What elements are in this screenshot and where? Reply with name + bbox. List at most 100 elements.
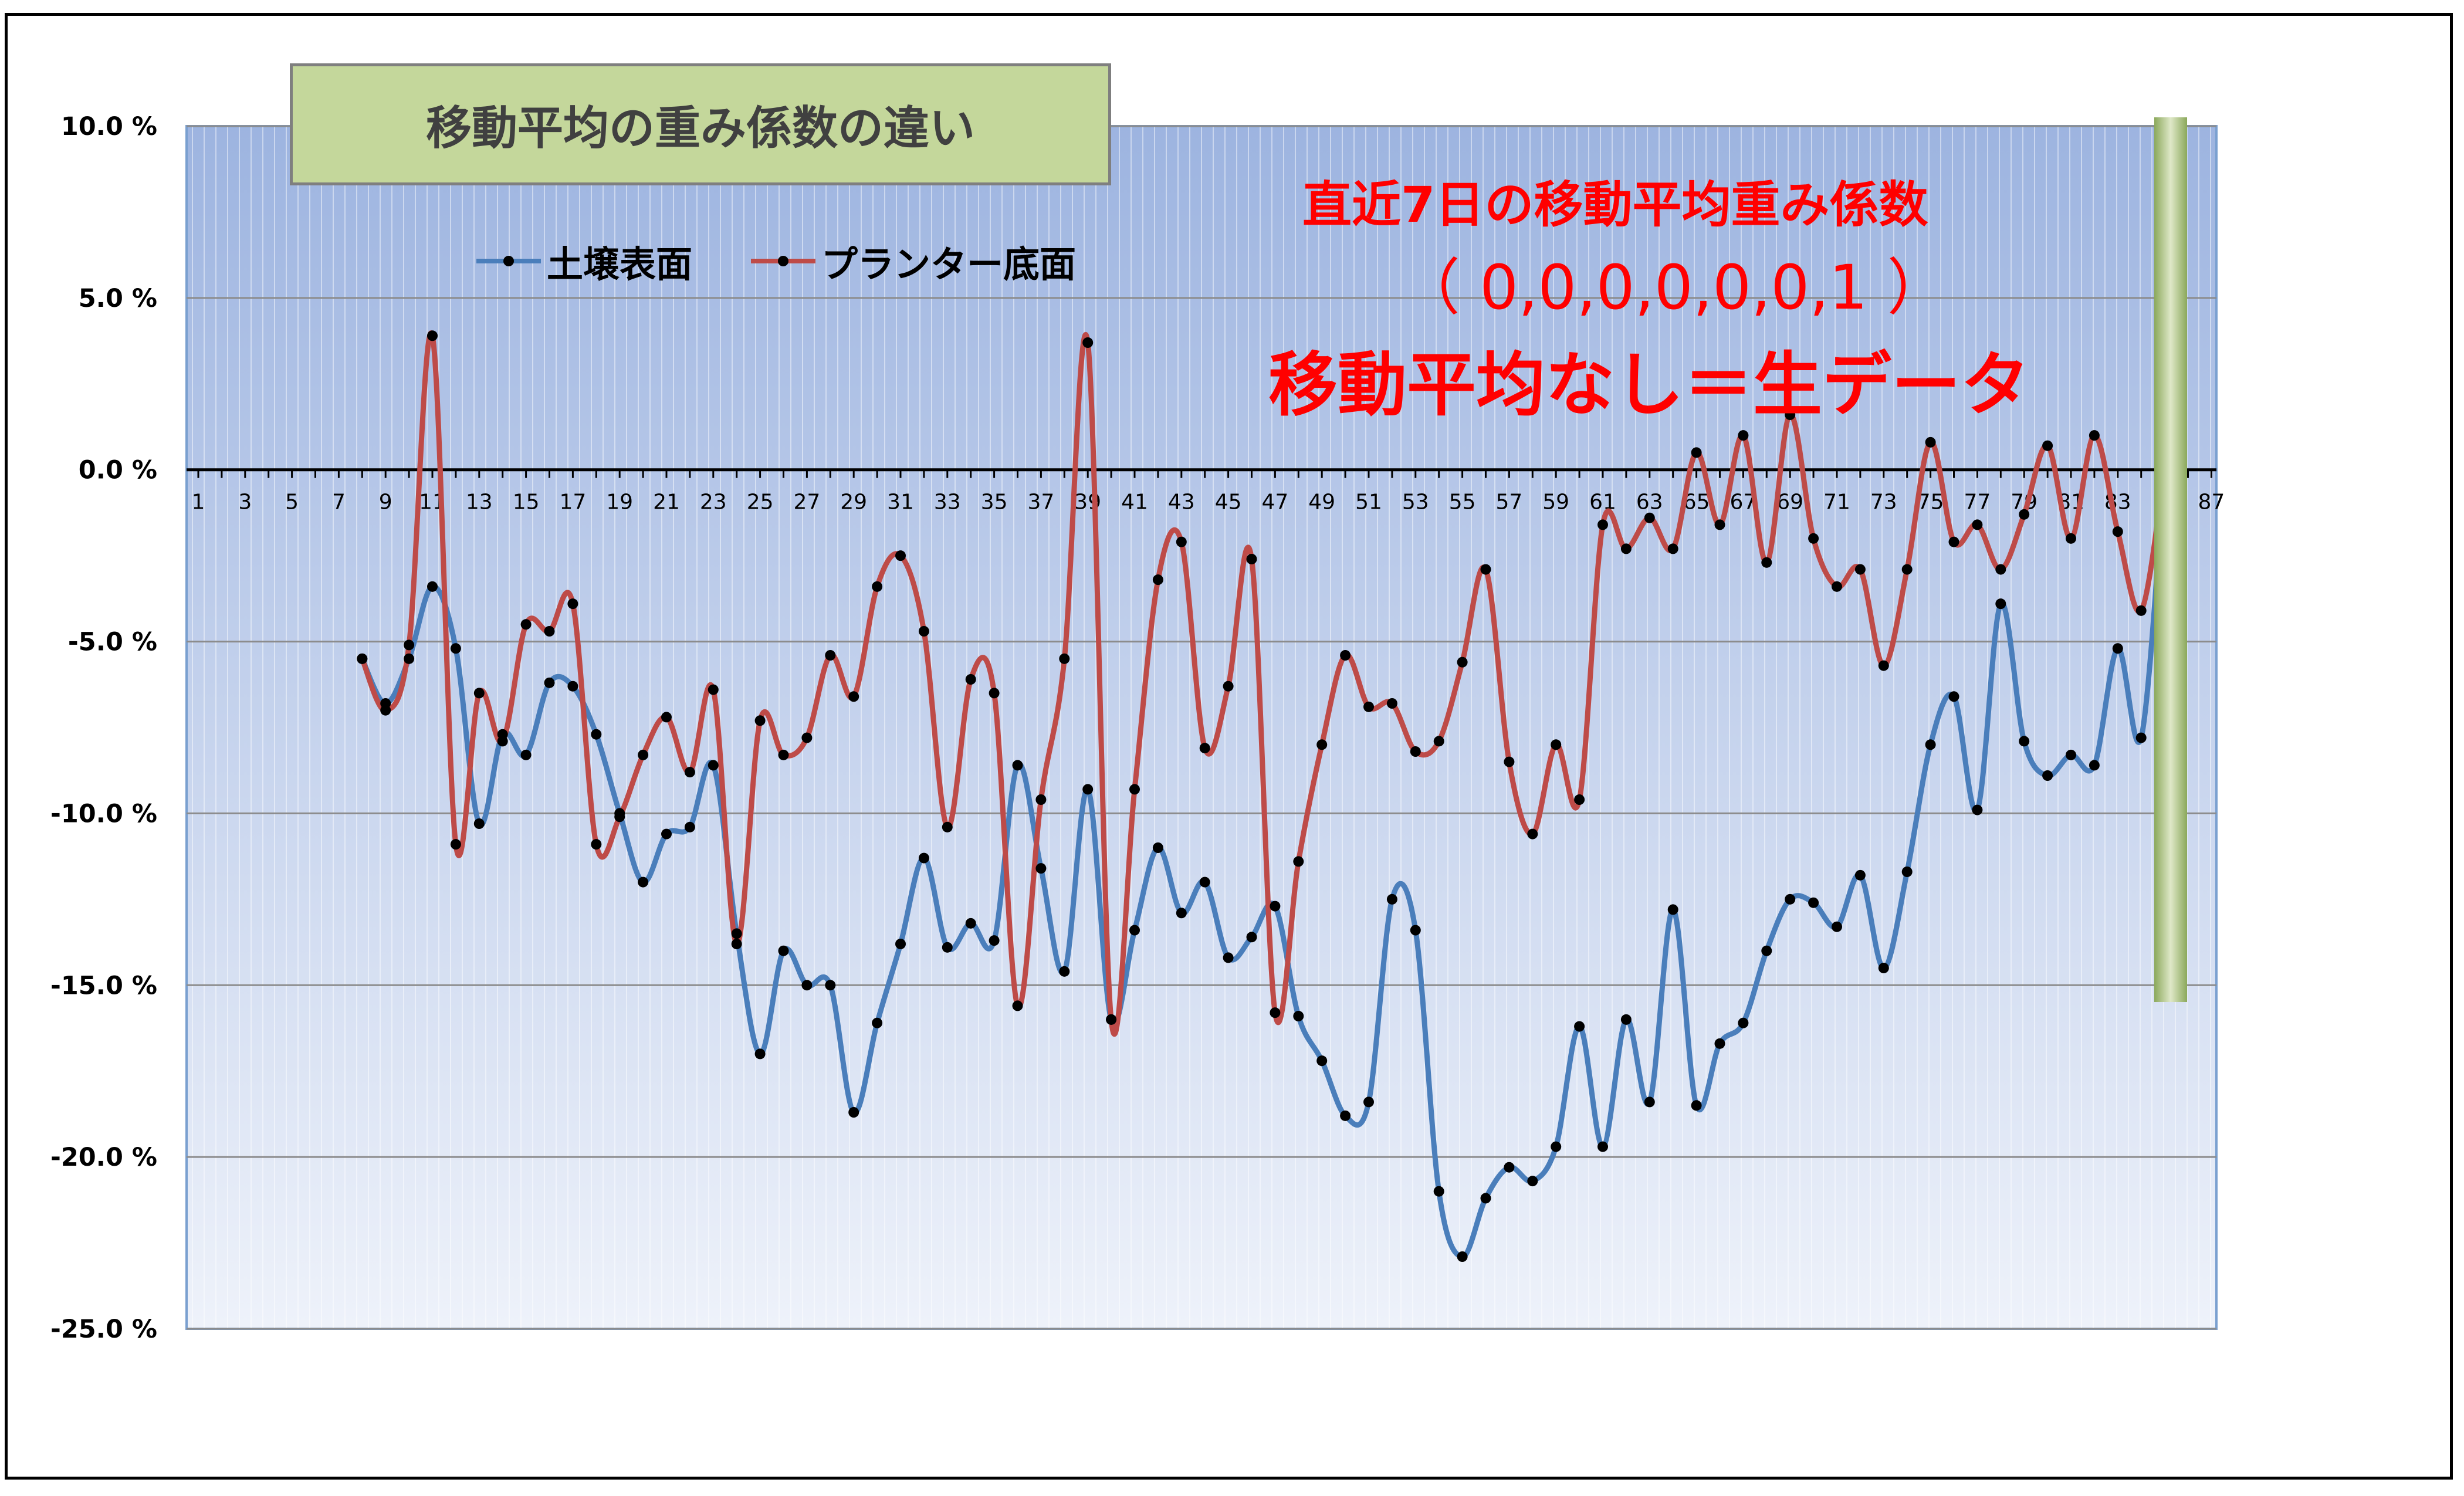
series-1-point [473, 818, 485, 829]
series-2-point [380, 705, 391, 716]
series-1-point [1785, 893, 1796, 905]
series-2-point [1551, 739, 1562, 750]
x-tick-label: 59 [1542, 490, 1569, 515]
series-1-point [1433, 1186, 1444, 1197]
series-1-point [1152, 842, 1163, 853]
series-1-point [1527, 1176, 1538, 1187]
series-2-point [1574, 794, 1585, 805]
x-tick-label: 9 [379, 490, 392, 515]
series-1-point [848, 1107, 859, 1118]
y-tick-label: -5.0 % [68, 628, 157, 657]
legend-line-planter-bottom-icon [751, 256, 816, 266]
series-2-point [1667, 543, 1678, 554]
series-2-point [1995, 564, 2006, 575]
annotation-line-3: 移動平均なし＝生データ [1268, 344, 2030, 425]
series-2-point [520, 619, 532, 630]
series-2-point [614, 811, 625, 823]
x-tick-label: 35 [981, 490, 1008, 515]
x-tick-label: 19 [606, 490, 633, 515]
series-2-point [1433, 736, 1444, 747]
series-2-point [450, 839, 461, 850]
legend-item-soil-surface: 土壌表面 [476, 235, 692, 287]
series-2-point [1948, 536, 1959, 547]
series-2-point [1176, 536, 1187, 547]
series-1-point [731, 928, 742, 939]
x-tick-label: 55 [1449, 490, 1476, 515]
series-1-point [1574, 1021, 1585, 1032]
series-1-point [1316, 1055, 1328, 1067]
series-1-point [1035, 863, 1047, 874]
x-tick-label: 1 [192, 490, 205, 515]
x-tick-label: 47 [1261, 490, 1288, 515]
series-2-point [1925, 436, 1936, 448]
x-tick-label: 73 [1870, 490, 1897, 515]
series-1-point [427, 581, 438, 592]
series-1-point [1714, 1038, 1725, 1049]
annotation-line-2: （ 0,0,0,0,0,0,1 ） [1399, 252, 1948, 323]
series-2-point [2135, 605, 2147, 616]
series-2-point [2089, 430, 2100, 441]
series-1-point [1504, 1162, 1515, 1173]
series-2-point [1363, 701, 1374, 712]
series-1-point [684, 821, 695, 832]
series-2-point [1129, 784, 1140, 795]
y-axis-labels: 10.0 % 5.0 % 0.0 % -5.0 % -10.0 % -15.0 % -20.… [50, 112, 157, 1344]
x-tick-label: 3 [238, 490, 252, 515]
series-1-point [567, 681, 578, 692]
y-tick-label: -10.0 % [50, 799, 157, 828]
series-1-point [1363, 1096, 1374, 1108]
series-1-point [591, 729, 602, 740]
series-1-point [801, 980, 813, 991]
series-2-point [1035, 794, 1047, 805]
series-1-point [520, 749, 532, 760]
series-2-point [544, 626, 555, 637]
series-2-point [2066, 533, 2076, 544]
series-1-point [1691, 1100, 1702, 1111]
legend-item-planter-bottom: プランター底面 [751, 235, 1076, 287]
series-2-point [1761, 557, 1772, 568]
series-2-point [1644, 512, 1655, 523]
y-tick-label: -25.0 % [50, 1315, 157, 1344]
legend-line-soil-surface-icon [476, 256, 541, 266]
series-2-point [1410, 746, 1421, 757]
x-tick-label: 63 [1636, 490, 1663, 515]
series-2-point [638, 749, 649, 760]
x-tick-label: 87 [2198, 490, 2225, 515]
series-2-point [1972, 519, 1983, 530]
annotation-line-1: 直近7日の移動平均重み係数 [1302, 176, 1928, 233]
legend: 土壌表面 プランター底面 [476, 235, 1076, 287]
x-tick-label: 23 [700, 490, 727, 515]
x-tick-label: 77 [1964, 490, 1991, 515]
series-2-point [1152, 574, 1163, 585]
series-1-point [1808, 897, 1819, 908]
series-1-point [1480, 1193, 1491, 1204]
series-1-point [1667, 904, 1678, 915]
series-2-point [918, 626, 929, 637]
series-2-point [1246, 554, 1257, 564]
x-tick-label: 5 [285, 490, 299, 515]
series-2-point [1832, 581, 1842, 592]
series-1-point [661, 828, 672, 840]
y-tick-label: 0.0 % [79, 456, 157, 485]
chart-title-box: 移動平均の重み係数の違い [290, 63, 1111, 185]
series-2-point [1293, 856, 1304, 867]
series-2-point [778, 749, 789, 760]
series-1-point [2066, 749, 2076, 760]
series-1-point [1129, 925, 1140, 936]
series-2-point [1386, 698, 1397, 709]
series-1-point [1082, 784, 1094, 795]
series-2-point [1597, 519, 1608, 530]
series-1-point [1761, 945, 1772, 956]
series-1-point [1199, 876, 1210, 888]
x-tick-label: 45 [1215, 490, 1242, 515]
series-1-point [1246, 932, 1257, 943]
series-1-point [1410, 925, 1421, 936]
y-tick-label: -20.0 % [50, 1143, 157, 1172]
x-tick-label: 31 [887, 490, 914, 515]
series-2-point [801, 732, 813, 743]
series-2-point [1082, 337, 1094, 348]
series-2-point [357, 653, 368, 664]
series-2-point [661, 712, 672, 723]
series-1-point [2019, 736, 2030, 747]
